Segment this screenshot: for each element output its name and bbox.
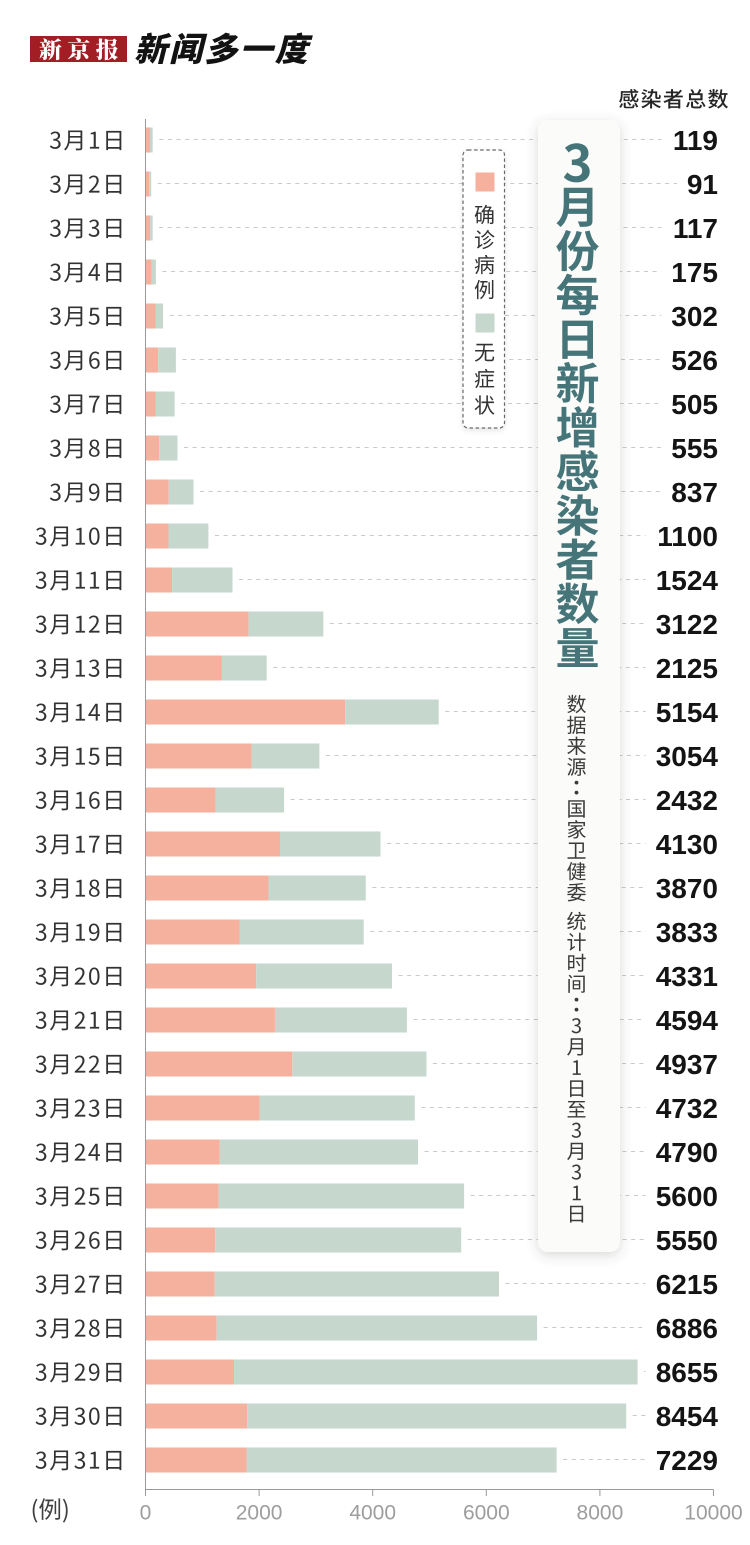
svg-text:3833: 3833 [656,917,718,948]
svg-text:8655: 8655 [656,1357,718,1388]
svg-text:4790: 4790 [656,1137,718,1168]
svg-text:2432: 2432 [656,785,718,816]
svg-text:7229: 7229 [656,1445,718,1476]
svg-text:3122: 3122 [656,609,718,640]
svg-text:8454: 8454 [656,1401,719,1432]
svg-text:119: 119 [673,125,718,156]
svg-text:4732: 4732 [656,1093,718,1124]
svg-text:10000: 10000 [684,1502,742,1525]
svg-text:6215: 6215 [656,1269,718,1300]
svg-text:5154: 5154 [656,697,719,728]
svg-text:6000: 6000 [463,1502,510,1525]
svg-text:4130: 4130 [656,829,718,860]
svg-text:0: 0 [140,1502,152,1525]
svg-text:6886: 6886 [656,1313,718,1344]
svg-text:91: 91 [687,169,718,200]
svg-text:175: 175 [671,257,718,288]
svg-text:302: 302 [671,301,718,332]
svg-text:4000: 4000 [349,1502,396,1525]
svg-text:1524: 1524 [656,565,719,596]
svg-text:8000: 8000 [577,1502,624,1525]
svg-text:4937: 4937 [656,1049,718,1080]
svg-text:505: 505 [671,389,718,420]
svg-text:4331: 4331 [656,961,718,992]
svg-text:2000: 2000 [236,1502,283,1525]
svg-text:555: 555 [671,433,718,464]
svg-text:3870: 3870 [656,873,718,904]
svg-text:5600: 5600 [656,1181,718,1212]
svg-text:837: 837 [671,477,718,508]
svg-text:1100: 1100 [657,521,718,552]
svg-text:526: 526 [671,345,718,376]
svg-text:5550: 5550 [656,1225,718,1256]
svg-text:2125: 2125 [656,653,718,684]
svg-text:3054: 3054 [656,741,719,772]
svg-text:4594: 4594 [656,1005,719,1036]
svg-text:117: 117 [673,213,718,244]
